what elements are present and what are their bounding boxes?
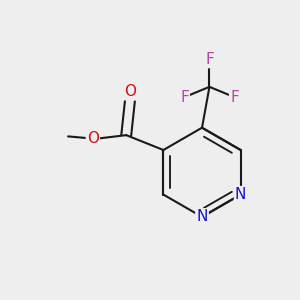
Text: O: O	[124, 84, 136, 99]
Text: F: F	[230, 90, 239, 105]
Text: F: F	[205, 52, 214, 67]
Text: O: O	[87, 131, 99, 146]
Text: N: N	[235, 187, 246, 202]
Text: F: F	[180, 90, 189, 105]
Text: N: N	[196, 209, 208, 224]
